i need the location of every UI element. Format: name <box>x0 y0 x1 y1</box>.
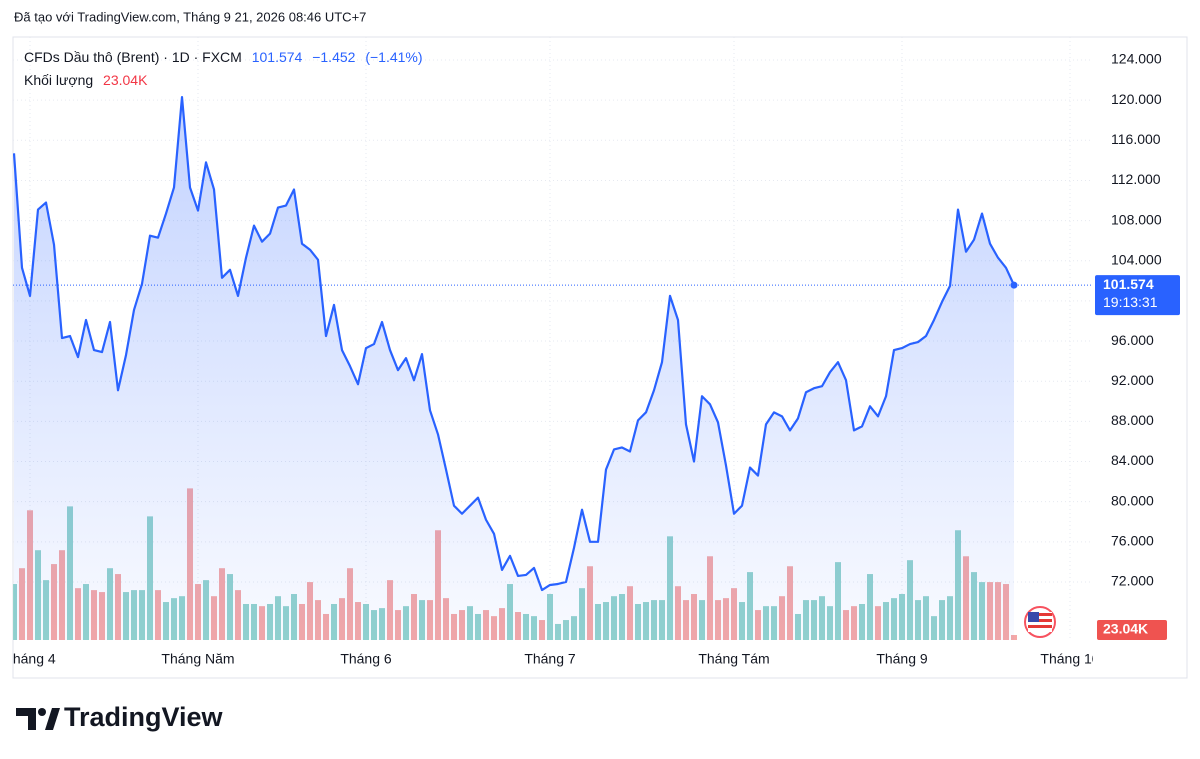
y-tick-label: 88.000 <box>1111 412 1154 428</box>
volume-value: 23.04K <box>103 72 148 88</box>
x-tick-label: Tháng 7 <box>524 651 576 667</box>
volume-name: Khối lượng <box>24 72 94 88</box>
y-tick-label: 120.000 <box>1111 91 1162 107</box>
price-change: −1.452 <box>312 49 356 65</box>
legend-row: CFDs Dầu thô (Brent) · 1D · FXCM 101.574… <box>24 49 429 65</box>
y-tick-label: 124.000 <box>1111 51 1162 67</box>
x-tick-label: Tháng 10 <box>1040 651 1099 667</box>
chart-frame <box>12 36 1188 679</box>
x-tick-label: Tháng 4 <box>4 651 56 667</box>
flag-icon <box>1024 606 1056 638</box>
y-tick-label: 104.000 <box>1111 251 1162 267</box>
x-tick-label: Tháng Năm <box>161 651 234 667</box>
last-price: 101.574 <box>251 49 303 65</box>
symbol-title: CFDs Dầu thô (Brent) · 1D · FXCM <box>24 49 242 65</box>
volume-badge <box>1097 620 1167 640</box>
last-point <box>1010 281 1018 289</box>
price-area <box>14 97 1014 640</box>
price-badge-value: 101.574 <box>1103 276 1154 292</box>
y-tick-label: 92.000 <box>1111 372 1154 388</box>
y-tick-label: 76.000 <box>1111 533 1154 549</box>
x-tick-label: Tháng 9 <box>876 651 928 667</box>
y-tick-label: 96.000 <box>1111 332 1154 348</box>
y-tick-label: 116.000 <box>1111 131 1161 147</box>
y-tick-label: 112.000 <box>1111 171 1161 187</box>
created-note: Đã tạo với TradingView.com, Tháng 9 21, … <box>14 9 366 24</box>
volume-badge-value: 23.04K <box>1103 621 1148 637</box>
y-tick-label: 84.000 <box>1111 452 1154 468</box>
y-tick-label: 72.000 <box>1111 573 1154 589</box>
logo-text: TradingView <box>64 702 224 732</box>
price-line <box>13 96 1015 592</box>
price-change-percent: (−1.41%) <box>365 49 423 65</box>
y-tick-label: 80.000 <box>1111 492 1154 508</box>
volume-legend: Khối lượng 23.04K <box>24 72 153 88</box>
countdown: 19:13:31 <box>1103 294 1158 310</box>
price-badge <box>1095 275 1180 316</box>
x-tick-label: Tháng 6 <box>340 651 392 667</box>
y-tick-label: 108.000 <box>1111 211 1162 227</box>
logo-icon <box>16 708 60 730</box>
x-tick-label: Tháng Tám <box>698 651 769 667</box>
